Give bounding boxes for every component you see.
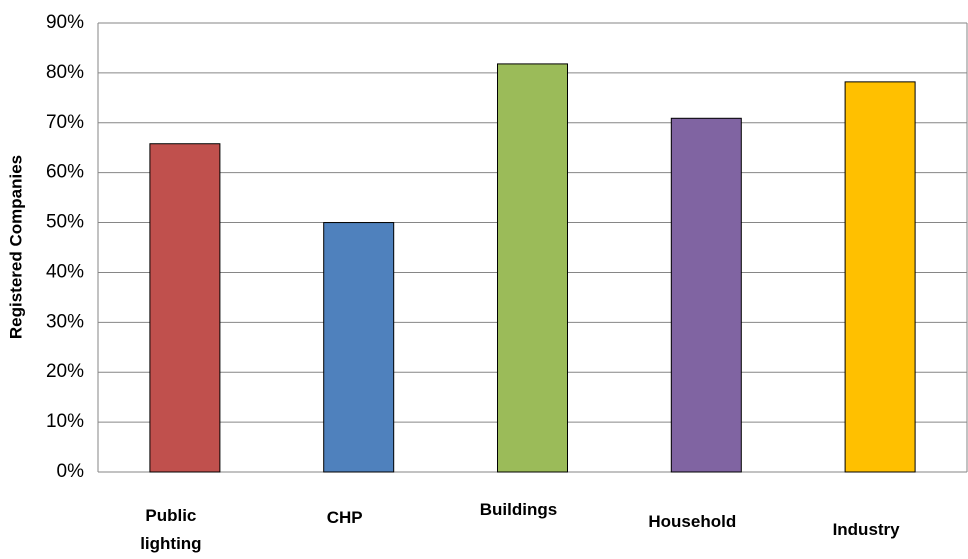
y-tick-label: 80%: [46, 62, 84, 83]
bar: [323, 222, 395, 473]
x-tick-label: Industry: [832, 520, 900, 539]
y-tick-label: 60%: [46, 162, 84, 183]
y-tick-label: 30%: [46, 311, 84, 332]
y-axis-title: Registered Companies: [6, 155, 25, 339]
bar: [497, 63, 568, 473]
y-tick-label: 40%: [46, 261, 84, 282]
y-tick-label: 70%: [46, 112, 84, 133]
y-tick-label: 20%: [46, 361, 84, 382]
bar: [670, 117, 742, 473]
bar: [149, 143, 221, 473]
x-tick-label: CHP: [326, 508, 363, 527]
y-tick-label: 50%: [46, 212, 84, 233]
x-tick-label: Public lighting: [140, 506, 202, 553]
x-tick-label: Buildings: [479, 500, 558, 519]
bar: [844, 81, 916, 473]
y-tick-label: 0%: [57, 461, 85, 482]
x-tick-label: Household: [648, 512, 737, 531]
y-tick-label: 10%: [46, 411, 84, 432]
y-tick-label: 90%: [46, 12, 84, 33]
